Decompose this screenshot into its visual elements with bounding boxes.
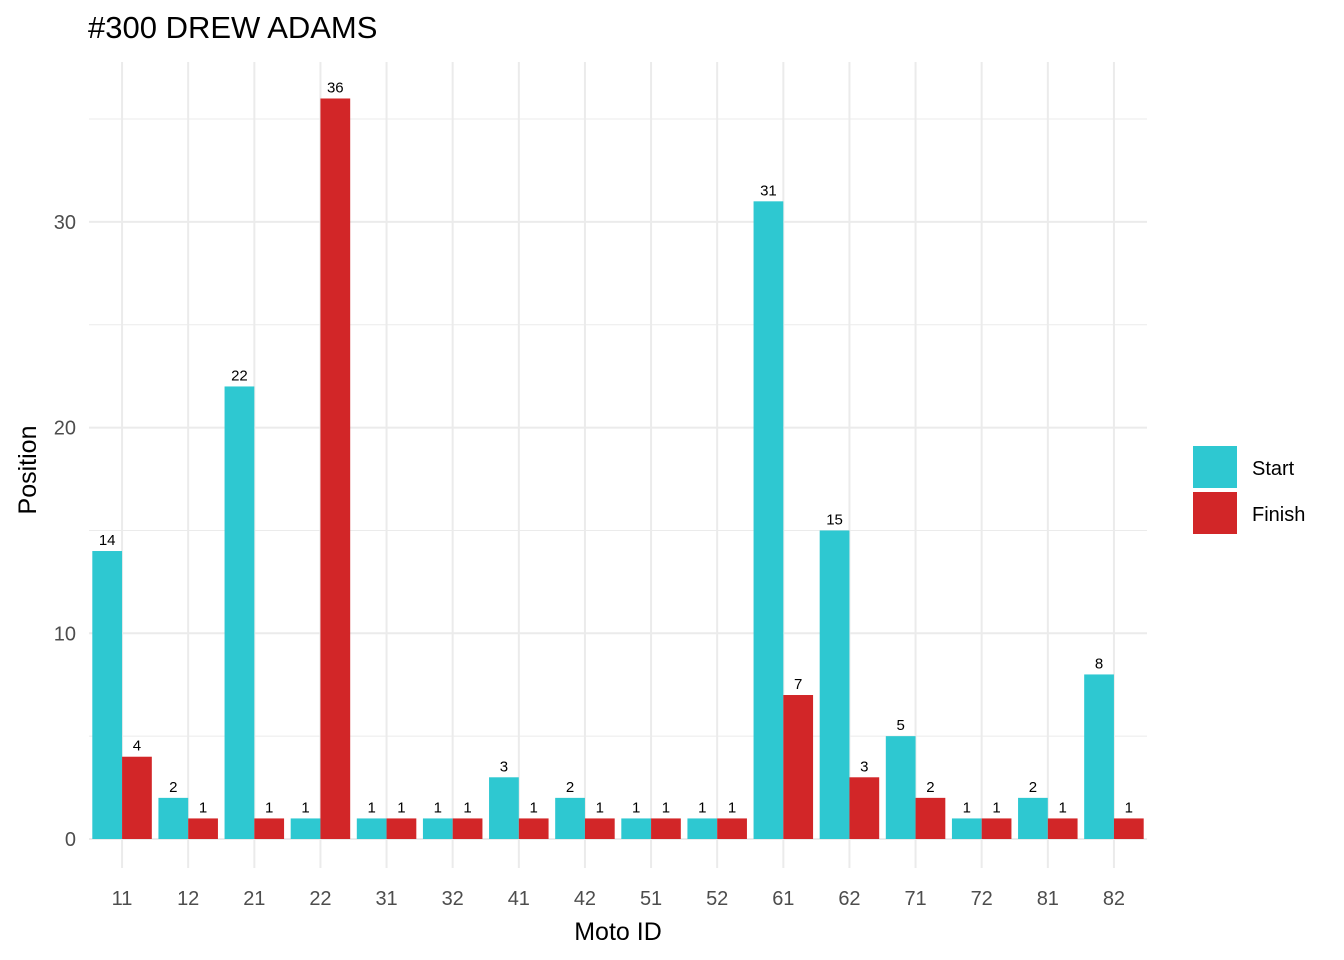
bar-label-finish-12: 1 — [199, 799, 207, 816]
bar-label-finish-51: 1 — [662, 799, 670, 816]
bar-start-31 — [356, 818, 387, 839]
bar-finish-62 — [849, 777, 880, 839]
y-tick-label: 20 — [54, 418, 76, 440]
bar-label-start-41: 3 — [500, 758, 508, 775]
bar-label-finish-22: 36 — [327, 79, 344, 96]
bar-finish-22 — [320, 98, 351, 840]
x-tick-label: 22 — [309, 888, 331, 910]
bar-label-finish-62: 3 — [860, 758, 868, 775]
x-tick-label: 51 — [640, 888, 662, 910]
bar-start-82 — [1084, 674, 1114, 839]
x-tick-label: 61 — [772, 888, 794, 910]
bar-start-52 — [687, 818, 718, 839]
y-axis-title: Position — [14, 426, 42, 515]
bar-label-start-32: 1 — [434, 799, 442, 816]
bar-label-start-81: 2 — [1029, 779, 1037, 796]
bar-start-32 — [422, 818, 453, 839]
bar-label-start-21: 22 — [231, 367, 248, 384]
bar-start-22 — [290, 818, 321, 839]
bar-start-61 — [753, 201, 784, 839]
bar-label-start-31: 1 — [368, 799, 376, 816]
x-tick-label: 31 — [375, 888, 397, 910]
x-tick-label: 52 — [706, 888, 728, 910]
legend-key-start — [1193, 446, 1237, 488]
x-axis-ticks: 11 12 21 22 31 32 41 42 51 52 61 62 71 72 81 82 — [112, 888, 1125, 910]
bar-finish-12 — [188, 818, 218, 839]
x-tick-label: 11 — [112, 888, 133, 910]
bar-label-finish-21: 1 — [265, 799, 273, 816]
bar-finish-11 — [122, 756, 152, 839]
x-tick-label: 41 — [508, 888, 530, 910]
bar-label-finish-32: 1 — [463, 799, 471, 816]
y-tick-label: 0 — [65, 829, 76, 851]
bar-label-start-51: 1 — [632, 799, 640, 816]
x-tick-label: 81 — [1037, 888, 1059, 910]
legend-label-finish: Finish — [1252, 504, 1305, 526]
bar-finish-42 — [584, 818, 615, 839]
bar-label-finish-81: 1 — [1059, 799, 1067, 816]
x-tick-label: 71 — [904, 888, 926, 910]
bar-start-71 — [885, 736, 916, 839]
bar-label-start-52: 1 — [698, 799, 706, 816]
bar-label-start-62: 15 — [826, 511, 843, 528]
bar-label-start-42: 2 — [566, 779, 574, 796]
x-tick-label: 82 — [1103, 888, 1125, 910]
y-tick-label: 10 — [54, 623, 76, 645]
legend: Start Finish — [1193, 446, 1305, 534]
bars — [92, 98, 1144, 840]
bar-label-finish-41: 1 — [530, 799, 538, 816]
bar-finish-32 — [452, 818, 483, 839]
x-tick-label: 42 — [574, 888, 596, 910]
bar-label-finish-72: 1 — [992, 799, 1000, 816]
bar-finish-72 — [981, 818, 1012, 839]
y-axis-ticks: 0 10 20 30 — [54, 212, 76, 851]
bar-start-11 — [92, 551, 123, 839]
bar-finish-82 — [1113, 818, 1144, 839]
bar-finish-31 — [386, 818, 417, 839]
bar-label-finish-82: 1 — [1125, 799, 1133, 816]
x-tick-label: 12 — [177, 888, 199, 910]
bar-start-42 — [555, 797, 585, 839]
bar-start-62 — [819, 530, 850, 839]
bar-label-finish-11: 4 — [133, 738, 141, 755]
bar-finish-61 — [783, 695, 814, 839]
bar-finish-41 — [518, 818, 549, 839]
bar-label-finish-42: 1 — [596, 799, 604, 816]
legend-key-finish — [1193, 492, 1237, 534]
bar-finish-71 — [915, 797, 946, 839]
x-axis-title: Moto ID — [574, 918, 662, 946]
bar-label-finish-71: 2 — [926, 779, 934, 796]
bar-label-start-22: 1 — [301, 799, 309, 816]
bar-finish-21 — [254, 818, 285, 839]
x-tick-label: 72 — [971, 888, 993, 910]
bar-label-finish-52: 1 — [728, 799, 736, 816]
bar-start-81 — [1018, 797, 1048, 839]
bar-label-start-12: 2 — [169, 779, 177, 796]
bar-label-finish-31: 1 — [397, 799, 405, 816]
bar-start-51 — [621, 818, 652, 839]
legend-label-start: Start — [1252, 458, 1295, 480]
bar-start-12 — [158, 797, 189, 839]
y-tick-label: 30 — [54, 212, 76, 234]
chart-title: #300 DREW ADAMS — [88, 10, 377, 45]
bar-start-72 — [951, 818, 982, 839]
bar-finish-51 — [651, 818, 681, 839]
x-tick-label: 32 — [442, 888, 464, 910]
x-tick-label: 62 — [838, 888, 860, 910]
bar-label-start-82: 8 — [1095, 655, 1103, 672]
bar-start-41 — [489, 777, 519, 839]
bar-start-21 — [224, 386, 255, 839]
bar-label-start-71: 5 — [897, 717, 905, 734]
x-tick-label: 21 — [243, 888, 265, 910]
bar-finish-81 — [1047, 818, 1078, 839]
bar-finish-52 — [717, 818, 747, 839]
bar-label-start-72: 1 — [963, 799, 971, 816]
bar-label-start-61: 31 — [760, 182, 777, 199]
bar-label-start-11: 14 — [99, 532, 116, 549]
bar-label-finish-61: 7 — [794, 676, 802, 693]
